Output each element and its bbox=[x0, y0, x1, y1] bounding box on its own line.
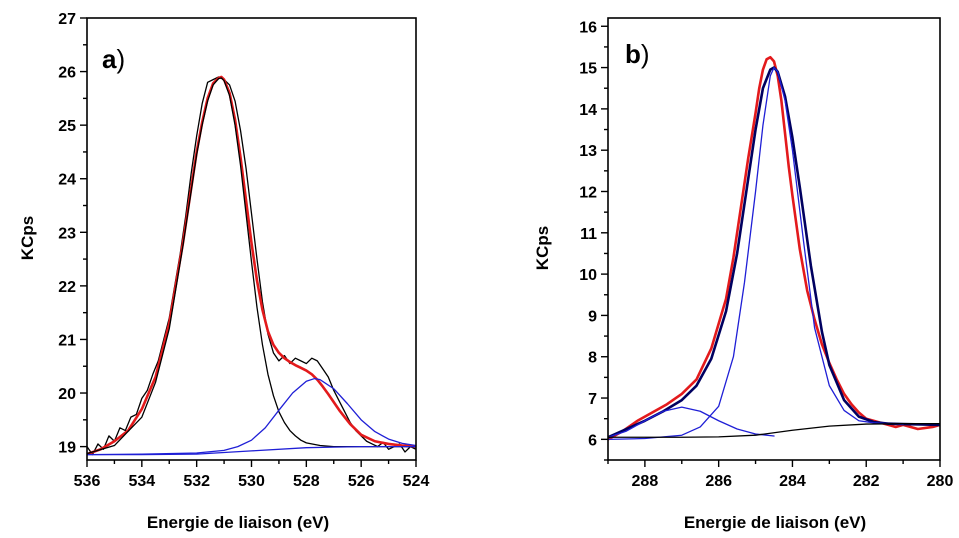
panel-b-carbon-spectrum: 288 286 284 282 280 6 7 8 9 10 11 12 13 14 15 16 b) Ene… bbox=[533, 17, 954, 532]
panel-b-y-tick-label: 6 bbox=[588, 432, 597, 449]
panel-a-x-tick-label: 528 bbox=[293, 473, 320, 490]
panel-b-y-tick-label: 12 bbox=[579, 184, 597, 201]
panel-b-y-tick-label: 7 bbox=[588, 391, 597, 408]
panel-b-y-tick-label: 8 bbox=[588, 350, 597, 367]
panel-b-series-experimental bbox=[608, 55, 940, 441]
panel-a-y-tick-label: 21 bbox=[58, 332, 76, 349]
panel-b-y-tick-label: 15 bbox=[579, 61, 597, 78]
panel-a-axes: 536 534 532 530 528 526 524 19 20 21 22 23 24 25 26 27 bbox=[58, 11, 429, 490]
panel-a-series-component-1 bbox=[87, 77, 416, 455]
panel-b-axes: 288 286 284 282 280 6 7 8 9 10 11 12 13 14 15 16 bbox=[579, 17, 954, 490]
panel-a-y-tick-label: 26 bbox=[58, 65, 76, 82]
panel-a-x-tick-label: 536 bbox=[74, 473, 101, 490]
panel-a-x-axis-title: Energie de liaison (eV) bbox=[147, 513, 329, 532]
panel-b-y-tick-label: 9 bbox=[588, 308, 597, 325]
panel-a-y-tick-label: 22 bbox=[58, 279, 76, 296]
panel-a-series-group bbox=[87, 75, 416, 456]
panel-a-x-tick-label: 530 bbox=[238, 473, 265, 490]
panel-b-series-group bbox=[608, 55, 940, 441]
panel-b-x-tick-label: 280 bbox=[927, 473, 954, 490]
panel-b-series-fit-envelope bbox=[608, 66, 940, 439]
panel-a-x-tick-label: 532 bbox=[183, 473, 210, 490]
panel-a-x-tick-label: 526 bbox=[348, 473, 375, 490]
panel-a-y-tick-label: 20 bbox=[58, 386, 76, 403]
panel-a-y-axis-title: KCps bbox=[18, 216, 37, 260]
panel-a-series-background bbox=[87, 445, 416, 456]
panel-b-x-tick-label: 286 bbox=[705, 473, 732, 490]
panel-a-y-tick-label: 19 bbox=[58, 440, 76, 457]
panel-a-label: a) bbox=[102, 44, 125, 74]
panel-b-x-tick-label: 288 bbox=[632, 473, 659, 490]
panel-a-y-tick-label: 25 bbox=[58, 118, 76, 135]
panel-b-x-axis-title: Energie de liaison (eV) bbox=[684, 513, 866, 532]
panel-b-x-tick-label: 282 bbox=[853, 473, 880, 490]
panel-a-y-tick-label: 24 bbox=[58, 172, 76, 189]
panel-a-oxygen-spectrum: 536 534 532 530 528 526 524192021222324252627 … bbox=[18, 11, 429, 532]
panel-b-y-tick-label: 16 bbox=[579, 19, 597, 36]
panel-b-plot-frame bbox=[607, 17, 941, 461]
panel-a-series-component-2 bbox=[87, 377, 416, 456]
panel-b-series-background bbox=[608, 422, 940, 438]
panel-b-y-tick-label: 11 bbox=[580, 226, 597, 243]
panel-b-y-axis-title: KCps bbox=[533, 226, 552, 270]
panel-b-y-tick-label: 10 bbox=[579, 267, 597, 284]
panel-a-x-tick-label: 534 bbox=[128, 473, 155, 490]
panel-a-y-tick-label: 23 bbox=[58, 225, 76, 242]
panel-b-x-tick-label: 284 bbox=[779, 473, 806, 490]
panel-a-y-tick-label: 27 bbox=[58, 11, 76, 28]
panel-a-x-tick-label: 524 bbox=[403, 473, 430, 490]
panel-b-label: b) bbox=[625, 39, 650, 69]
panel-b-series-component-minor bbox=[608, 406, 775, 438]
panel-b-y-tick-label: 14 bbox=[579, 102, 597, 119]
panel-b-y-tick-label: 13 bbox=[579, 143, 597, 160]
